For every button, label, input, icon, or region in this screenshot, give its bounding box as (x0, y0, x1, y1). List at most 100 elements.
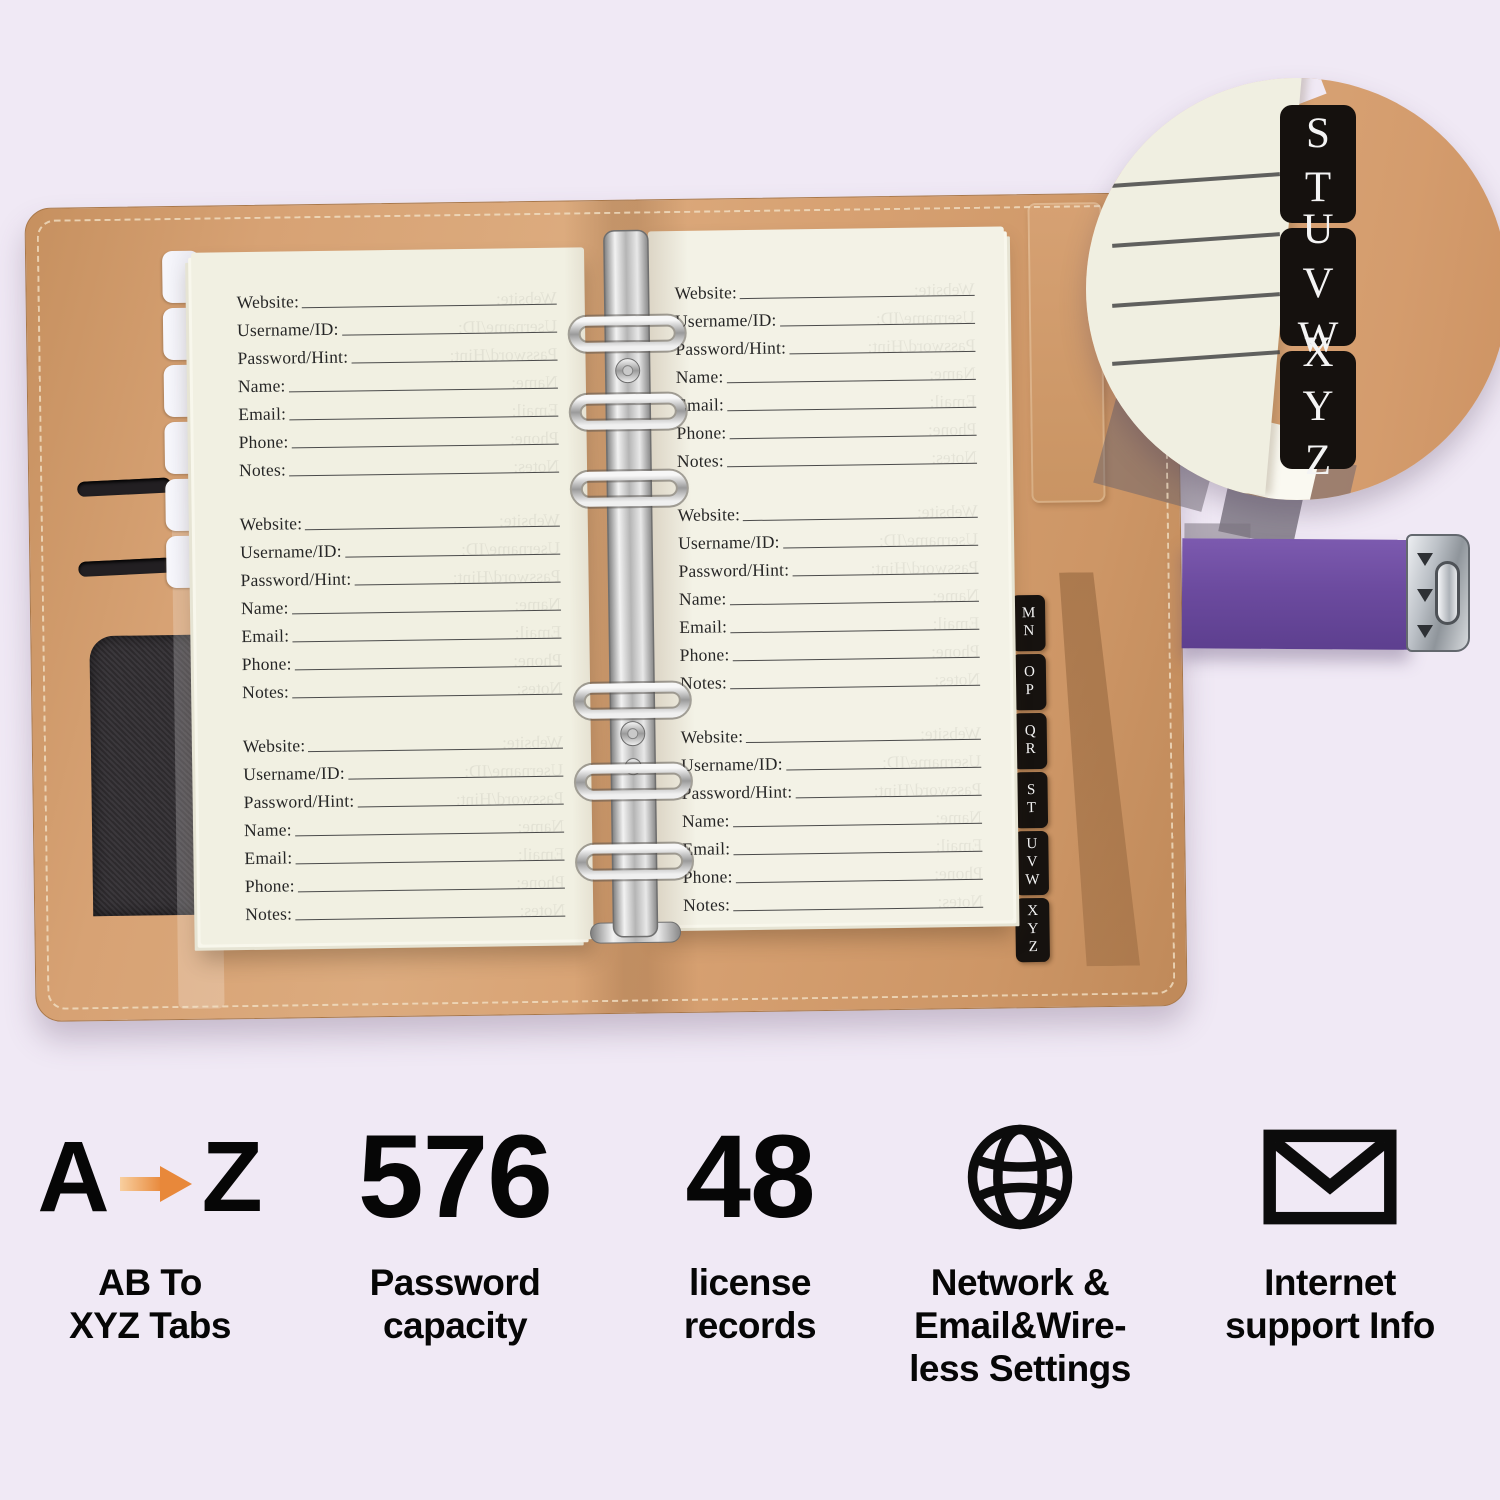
field-label: Name: (243, 819, 292, 841)
magnified-alphabet-tabs: ST UVW XYZ (1280, 105, 1356, 491)
field-row: Phone: (683, 856, 983, 888)
feature-caption: license records (683, 1262, 817, 1346)
field-row: Name: (676, 356, 976, 388)
feature-az-tabs: A Z AB To XYZ Tabs (25, 1118, 275, 1348)
field-row: Website: (674, 272, 975, 304)
field-underline (740, 294, 975, 300)
field-row: Notes: (683, 884, 984, 916)
field-row: Website: (677, 494, 978, 526)
field-underline (294, 831, 565, 837)
field-row: Notes: (242, 671, 563, 703)
field-label: Email: (241, 625, 290, 647)
entry-block: Website: Username/ID: Password/Hint: Name: E… (674, 272, 977, 472)
alpha-tab-label: UVW (1023, 835, 1041, 891)
entry-block: Website: Username/ID: Password/Hint: Name: E… (681, 716, 984, 916)
buckle-notch (1417, 589, 1433, 602)
alpha-tab-qr: QR (1012, 712, 1048, 770)
field-underline (347, 775, 564, 780)
buckle-slot (1435, 561, 1460, 625)
field-row: Password/Hint: (678, 550, 979, 582)
feature-caption: Network & Email&Wire- less Settings (909, 1262, 1131, 1389)
buckle-notch (1417, 625, 1433, 638)
field-underline (789, 350, 976, 355)
field-underline (288, 387, 558, 393)
field-label: Notes: (242, 681, 290, 703)
field-row: Email: (241, 615, 562, 647)
alpha-tab-label: XYZ (1294, 329, 1342, 491)
field-label: Phone: (238, 431, 289, 453)
field-label: Name: (237, 375, 286, 397)
field-label: Username/ID: (240, 540, 342, 563)
binder-rings (567, 229, 695, 944)
field-underline (305, 525, 560, 531)
field-underline (302, 303, 557, 309)
buckle-notch (1417, 553, 1433, 566)
field-underline (735, 878, 983, 884)
field-underline (729, 434, 977, 440)
field-underline (727, 406, 977, 412)
feature-password-capacity: 576 Password capacity (320, 1111, 590, 1348)
field-underline (354, 581, 561, 586)
alpha-tab-label: UVW (1294, 206, 1342, 368)
field-row: Username/ID: (681, 744, 982, 776)
alpha-tab-label: ST (1294, 110, 1342, 218)
alphabet-tabs: MN OP QR ST UVW XYZ (1010, 594, 1050, 965)
field-row: Name: (241, 587, 562, 619)
field-row: Username/ID: (237, 309, 558, 341)
field-label: Username/ID: (243, 762, 345, 785)
magnifier-inset: ST UVW XYZ (1086, 78, 1500, 500)
alpha-tab-label: QR (1022, 722, 1039, 760)
magnified-alpha-tab-uvw: UVW (1280, 206, 1356, 368)
field-label: Email: (244, 847, 293, 869)
field-row: Notes: (680, 662, 981, 694)
field-row: Username/ID: (678, 522, 979, 554)
entry-block: Website: Username/ID: Password/Hint: Name: E… (236, 281, 560, 481)
field-label: Email: (238, 403, 287, 425)
field-underline (730, 628, 980, 634)
field-label: Password/Hint: (237, 346, 349, 369)
field-row: Website: (243, 725, 563, 757)
field-row: Email: (679, 606, 980, 638)
field-underline (291, 609, 562, 615)
field-label: Phone: (244, 875, 295, 897)
field-label: Website: (242, 735, 306, 757)
field-underline (289, 471, 560, 477)
field-row: Password/Hint: (675, 328, 976, 360)
magnified-alpha-tab-xyz: XYZ (1280, 329, 1356, 491)
field-row: Email: (238, 393, 559, 425)
field-row: Username/ID: (240, 531, 561, 563)
field-underline (729, 600, 979, 606)
field-row: Notes: (245, 893, 566, 925)
globe-icon (967, 1124, 1073, 1230)
letter-a: A (37, 1120, 110, 1233)
entry-block: Website: Username/ID: Password/Hint: Name: E… (243, 725, 566, 925)
card-slot (76, 477, 172, 498)
letter-z: Z (201, 1120, 263, 1233)
alpha-tab-xyz: XYZ (1015, 897, 1050, 963)
feature-caption: Password capacity (369, 1262, 541, 1346)
field-underline (351, 359, 558, 364)
field-underline (726, 378, 976, 384)
shadow-wedge (1043, 572, 1140, 967)
field-underline (732, 656, 980, 662)
field-underline (733, 906, 984, 912)
field-row: Website: (236, 281, 557, 313)
field-row: Name: (679, 578, 979, 610)
alpha-tab-label: OP (1021, 663, 1038, 701)
envelope-icon (1263, 1129, 1397, 1225)
az-range: A Z (25, 1118, 275, 1236)
alpha-tab-label: MN (1020, 604, 1038, 642)
field-underline (308, 747, 563, 753)
field-row: Phone: (238, 421, 559, 453)
field-underline (782, 544, 979, 549)
entry-block: Website: Username/ID: Password/Hint: Name: E… (677, 494, 981, 694)
field-underline (292, 693, 563, 699)
feature-caption: Internet support Info (1225, 1262, 1435, 1346)
capacity-number: 576 (358, 1111, 553, 1243)
field-row: Phone: (676, 412, 977, 444)
feature-network-settings: Network & Email&Wire- less Settings (875, 1118, 1165, 1391)
field-underline (779, 322, 976, 327)
field-underline (292, 637, 562, 643)
field-underline (732, 822, 983, 828)
